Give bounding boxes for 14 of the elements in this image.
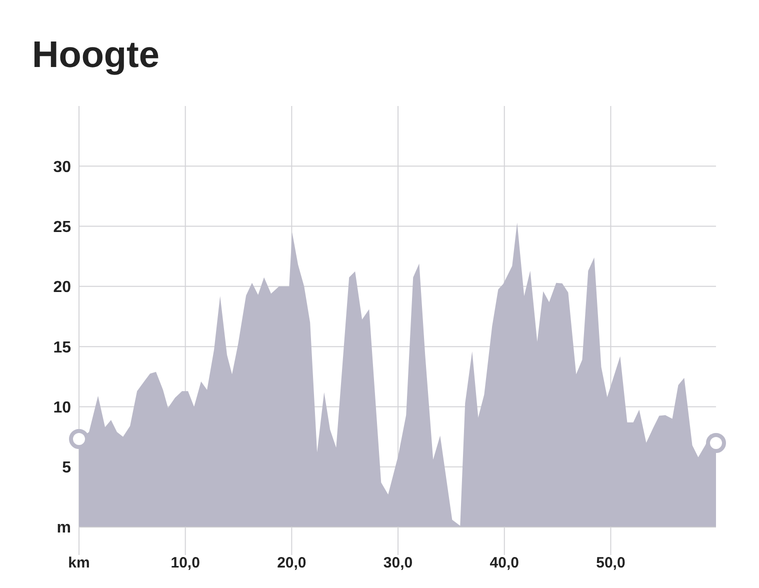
x-tick-label: 50,0 [596,554,626,572]
x-tick-label: 30,0 [383,554,413,572]
x-tick-label: 40,0 [490,554,519,572]
x-tick-label: 10,0 [170,554,200,572]
y-tick-label: 30 [53,158,72,176]
y-tick-label: 5 [62,460,72,477]
y-tick-label: 20 [53,279,72,296]
chart-title: Hoogte [32,34,160,76]
y-tick-label: m [56,520,71,537]
y-tick-label: 10 [53,399,72,416]
x-tick-label: 20,0 [277,554,306,572]
y-tick-label: 25 [53,218,72,236]
y-tick-label: 15 [53,339,72,356]
x-tick-label: km [68,554,90,572]
